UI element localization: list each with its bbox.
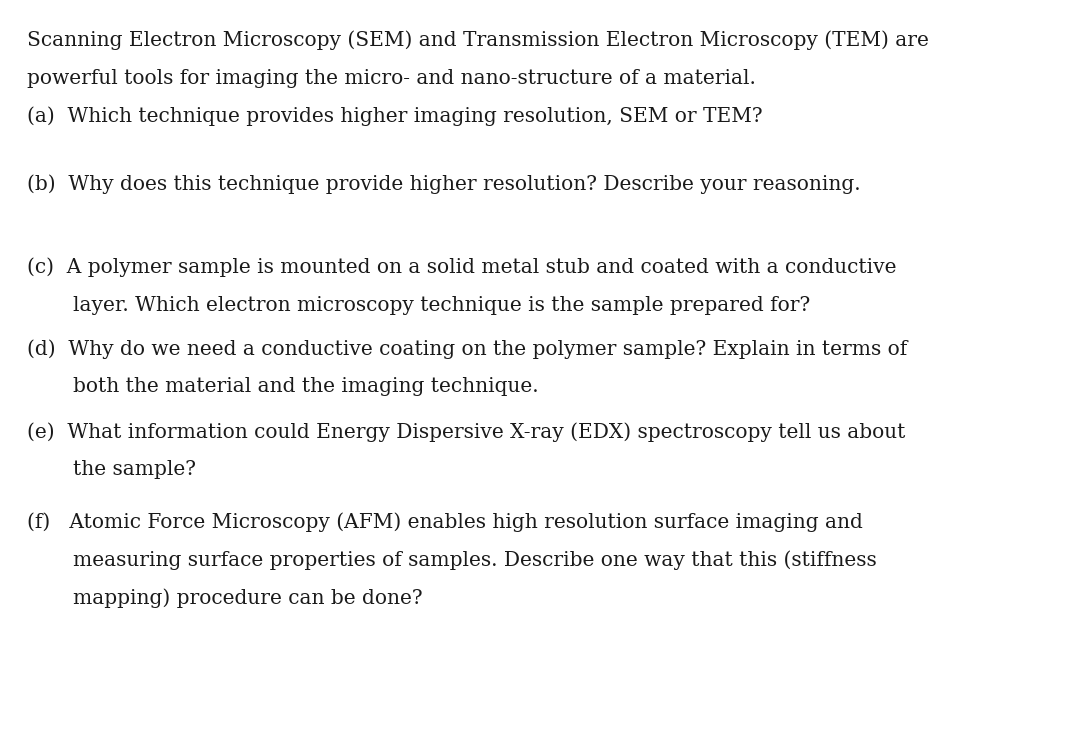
Text: both the material and the imaging technique.: both the material and the imaging techni… <box>73 377 539 396</box>
Text: powerful tools for imaging the micro- and nano-structure of a material.: powerful tools for imaging the micro- an… <box>27 69 755 88</box>
Text: (a)  Which technique provides higher imaging resolution, SEM or TEM?: (a) Which technique provides higher imag… <box>27 106 763 126</box>
Text: (f)   Atomic Force Microscopy (AFM) enables high resolution surface imaging and: (f) Atomic Force Microscopy (AFM) enable… <box>27 512 863 532</box>
Text: layer. Which electron microscopy technique is the sample prepared for?: layer. Which electron microscopy techniq… <box>73 296 810 315</box>
Text: Scanning Electron Microscopy (SEM) and Transmission Electron Microscopy (TEM) ar: Scanning Electron Microscopy (SEM) and T… <box>27 31 929 51</box>
Text: (d)  Why do we need a conductive coating on the polymer sample? Explain in terms: (d) Why do we need a conductive coating … <box>27 339 907 359</box>
Text: (b)  Why does this technique provide higher resolution? Describe your reasoning.: (b) Why does this technique provide high… <box>27 174 861 194</box>
Text: (c)  A polymer sample is mounted on a solid metal stub and coated with a conduct: (c) A polymer sample is mounted on a sol… <box>27 258 896 277</box>
Text: the sample?: the sample? <box>73 460 196 479</box>
Text: (e)  What information could Energy Dispersive X-ray (EDX) spectroscopy tell us a: (e) What information could Energy Disper… <box>27 422 905 442</box>
Text: mapping) procedure can be done?: mapping) procedure can be done? <box>73 589 423 608</box>
Text: measuring surface properties of samples. Describe one way that this (stiffness: measuring surface properties of samples.… <box>73 550 877 570</box>
